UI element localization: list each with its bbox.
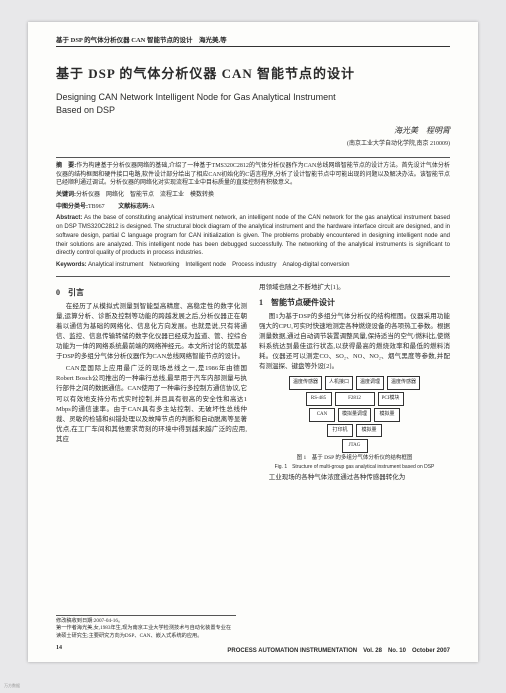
block: 模拟量 [374,408,400,422]
paragraph: 在经历了从模拟式测量到智能型高精度、高稳定性的数字化测量,运算分析、诊断及控制等… [56,302,247,362]
journal-info: PROCESS AUTOMATION INSTRUMENTATION Vol. … [227,645,450,654]
block: 温度传感器 [387,376,420,390]
body-columns: 0 引言 在经历了从模拟式测量到智能型高精度、高稳定性的数字化测量,运算分析、诊… [56,283,450,485]
block: 人机接口 [325,376,353,390]
running-head: 基于 DSP 的气体分析仪器 CAN 智能节点的设计 海光美,等 [56,34,450,47]
abstract-chinese: 摘 要:作为构建基于分析仪器网络的基础,介绍了一种基于TMS320C2812的气… [56,162,450,188]
paragraph: 图1为基于DSP的多组分气体分析仪的结构框图。仪器采用功能强大的CPU,可实时快… [259,312,450,372]
doc-label: 文献标志码: [118,204,150,210]
figure-1-diagram: 温度传感器 人机接口 温度调理 温度传感器 RS-485 F2812 PCI模块… [259,376,450,453]
keywords-chinese: 关键词:分析仪器 网络化 智能节点 流程工业 模数转换 [56,191,450,200]
title-chinese: 基于 DSP 的气体分析仪器 CAN 智能节点的设计 [56,63,450,82]
abstract-en-text: As the base of constituting analytical i… [56,215,450,256]
right-column: 用领域也随之不断地扩大[1]。 1 智能节点硬件设计 图1为基于DSP的多组分气… [259,283,450,485]
authors: 海光美 程明霄 [56,125,450,136]
paragraph: 工业现场的各种气体浓度通过各种传感器转化为 [259,473,450,483]
left-column: 0 引言 在经历了从模拟式测量到智能型高精度、高稳定性的数字化测量,运算分析、诊… [56,283,247,485]
page-footer: 14 PROCESS AUTOMATION INSTRUMENTATION Vo… [56,645,450,654]
page-number: 14 [56,645,62,654]
section-0-heading: 0 引言 [56,287,247,299]
figure-1-caption-cn: 图 1 基于 DSP 的多组分气体分析仪的结构框图 [259,455,450,462]
keywords-english: Keywords: Analytical instrument Networki… [56,261,450,270]
class-label: 中图分类号: [56,204,88,210]
figure-1-caption-en: Fig. 1 Structure of multi-group gas anal… [259,464,450,471]
watermark: 万方数据 [4,683,20,689]
class-no: TB967 [88,204,105,210]
divider [56,276,450,277]
paragraph: CAN是国际上应用最广泛的现场总线之一,是1986年由德国Robert Bosc… [56,364,247,445]
block-cpu: F2812 [335,392,375,406]
figure-1: 温度传感器 人机接口 温度调理 温度传感器 RS-485 F2812 PCI模块… [259,376,450,470]
doc-code: A [150,204,154,210]
block: RS-485 [306,392,332,406]
footnote-line: 第一作者海光美,女,1983年生,现为南京工业大学检测技术与自动化装置专业在读硕… [56,625,236,640]
abstract-en-label: Abstract: [56,215,82,221]
block: 模拟量调理 [338,408,371,422]
abstract-english: Abstract: As the base of constituting an… [56,214,450,257]
title-english-line2: Based on DSP [56,105,450,115]
keywords-cn-label: 关键词: [56,192,76,198]
abstract-cn-label: 摘 要: [56,163,76,169]
section-1-heading: 1 智能节点硬件设计 [259,297,450,309]
abstract-cn-text: 作为构建基于分析仪器网络的基础,介绍了一种基于TMS320C2812的气体分析仪… [56,163,450,186]
paragraph-tail: 用领域也随之不断地扩大[1]。 [259,283,450,293]
title-english-line1: Designing CAN Network Intelligent Node f… [56,92,450,102]
classification: 中图分类号:TB967 文献标志码:A [56,203,450,212]
block: 模拟量 [356,424,382,438]
block: 打印机 [327,424,353,438]
page: 基于 DSP 的气体分析仪器 CAN 智能节点的设计 海光美,等 基于 DSP … [28,22,478,662]
block: PCI模块 [378,392,404,406]
affiliation: (南京工业大学自动化学院,南京 210009) [56,138,450,147]
block: 温度调理 [356,376,384,390]
keywords-en-text: Analytical instrument Networking Intelli… [88,262,349,268]
block: 温度传感器 [289,376,322,390]
block: CAN [309,408,335,422]
block: JTAG [342,439,368,453]
keywords-cn-text: 分析仪器 网络化 智能节点 流程工业 模数转换 [76,192,214,198]
divider [56,157,450,158]
footnote-block: 修改稿收到日期:2007-04-16。 第一作者海光美,女,1983年生,现为南… [56,615,236,640]
keywords-en-label: Keywords: [56,262,87,268]
